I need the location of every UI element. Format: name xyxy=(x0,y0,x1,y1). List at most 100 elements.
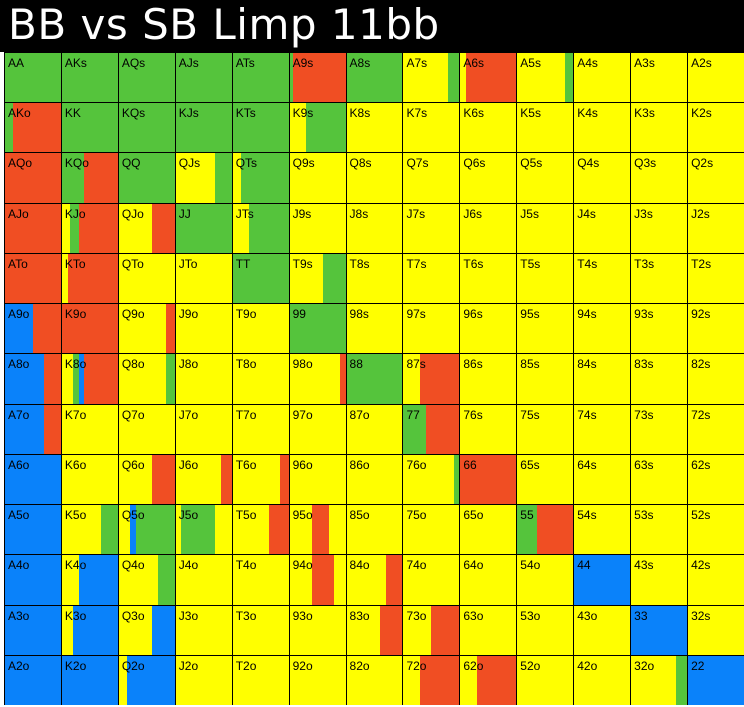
hand-label: K2o xyxy=(64,658,87,673)
mix-segment xyxy=(289,253,324,304)
mix-segment xyxy=(631,454,688,505)
hand-cell: J9s xyxy=(289,203,346,253)
hand-label: T6o xyxy=(235,457,257,472)
hand-cell: 44 xyxy=(574,555,631,605)
mix-segment xyxy=(403,153,460,203)
mix-segment xyxy=(232,103,289,153)
hand-cell: T9s xyxy=(289,253,346,304)
hand-label: 52s xyxy=(691,508,711,523)
mix-segment xyxy=(152,605,175,655)
hand-label: Q3o xyxy=(121,608,145,623)
hand-label: 92o xyxy=(292,658,313,673)
mix-segment xyxy=(118,555,159,605)
hand-cell: A2s xyxy=(688,53,744,103)
mix-segment xyxy=(152,203,175,253)
mix-segment xyxy=(460,103,517,153)
hand-cell: 95o xyxy=(289,505,346,555)
hand-cell: 74s xyxy=(574,404,631,454)
mix-segment xyxy=(564,53,574,103)
hand-cell: 98o xyxy=(289,354,346,404)
hand-cell: 85o xyxy=(346,505,403,555)
hand-label: 99 xyxy=(292,307,306,322)
mix-segment xyxy=(175,655,232,705)
hand-cell: T5o xyxy=(232,505,289,555)
hand-cell: KQo xyxy=(61,153,118,203)
mix-segment xyxy=(118,253,175,304)
mix-segment xyxy=(232,153,242,203)
hand-label: 75s xyxy=(520,407,540,422)
hand-label: Q6o xyxy=(121,457,145,472)
hand-cell: Q6s xyxy=(460,153,517,203)
mix-segment xyxy=(289,304,346,354)
hand-label: J5o xyxy=(178,508,199,523)
hand-cell: JTo xyxy=(175,253,232,304)
hand-label: 42s xyxy=(691,558,711,573)
hand-cell: K9s xyxy=(289,103,346,153)
hand-cell: 53s xyxy=(631,505,688,555)
hand-label: A7o xyxy=(8,407,30,422)
hand-label: K8s xyxy=(349,106,371,121)
mix-segment xyxy=(175,555,232,605)
mix-segment xyxy=(5,153,61,203)
mix-segment xyxy=(631,153,688,203)
mix-segment xyxy=(346,505,403,555)
hand-label: 88 xyxy=(349,357,363,372)
mix-segment xyxy=(61,404,118,454)
hand-label: Q6s xyxy=(463,156,486,171)
hand-label: Q5o xyxy=(121,508,145,523)
hand-cell: K8o xyxy=(61,354,118,404)
hand-label: Q3s xyxy=(634,156,657,171)
hand-cell: JTs xyxy=(232,203,289,253)
mix-segment xyxy=(84,354,118,404)
hand-cell: Q5o xyxy=(118,505,175,555)
hand-label: K4s xyxy=(577,106,598,121)
hand-cell: 72o xyxy=(403,655,460,705)
hand-label: K6s xyxy=(463,106,485,121)
hand-label: J5s xyxy=(520,206,539,221)
hand-label: J8s xyxy=(349,206,369,221)
hand-cell: Q9s xyxy=(289,153,346,203)
mix-segment xyxy=(135,505,175,555)
mix-segment xyxy=(289,605,346,655)
hand-cell: 99 xyxy=(289,304,346,354)
hand-label: J3o xyxy=(178,608,199,623)
hand-cell: 33 xyxy=(631,605,688,655)
hand-cell: Q3s xyxy=(631,153,688,203)
mix-segment xyxy=(688,354,744,404)
hand-label: A4o xyxy=(8,558,30,573)
mix-segment xyxy=(574,454,631,505)
mix-segment xyxy=(78,555,118,605)
hand-cell: J8o xyxy=(175,354,232,404)
hand-cell: T3o xyxy=(232,605,289,655)
hand-label: Q4o xyxy=(121,558,145,573)
hand-cell: J8s xyxy=(346,203,403,253)
hand-cell: A8o xyxy=(5,354,61,404)
hand-label: 32o xyxy=(634,658,655,673)
mix-segment xyxy=(118,153,175,203)
mix-segment xyxy=(44,354,61,404)
mix-segment xyxy=(61,605,74,655)
hand-cell: Q4o xyxy=(118,555,175,605)
mix-segment xyxy=(517,253,574,304)
hand-label: T8s xyxy=(349,256,370,271)
mix-segment xyxy=(214,505,232,555)
mix-segment xyxy=(688,404,744,454)
hand-label: A9o xyxy=(8,307,30,322)
hand-cell: T6s xyxy=(460,253,517,304)
hand-cell: 93o xyxy=(289,605,346,655)
mix-segment xyxy=(574,605,631,655)
mix-segment xyxy=(346,203,403,253)
mix-segment xyxy=(460,655,478,705)
hand-cell: 76s xyxy=(460,404,517,454)
mix-segment xyxy=(84,153,118,203)
hand-cell: 94o xyxy=(289,555,346,605)
hand-cell: KJs xyxy=(175,103,232,153)
hand-label: 84o xyxy=(349,558,370,573)
hand-cell: 63s xyxy=(631,454,688,505)
hand-label: Q5s xyxy=(520,156,543,171)
mix-segment xyxy=(574,203,631,253)
hand-label: 94o xyxy=(292,558,313,573)
hand-label: A2s xyxy=(691,56,712,70)
hand-label: Q4s xyxy=(577,156,600,171)
hand-cell: 84o xyxy=(346,555,403,605)
